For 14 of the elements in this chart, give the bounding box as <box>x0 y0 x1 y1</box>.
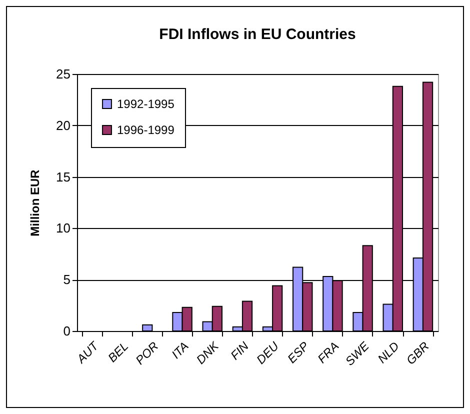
legend-label: 1996-1999 <box>117 123 175 137</box>
x-tick-label: BEL <box>105 339 132 366</box>
y-tick-label: 10 <box>56 220 70 236</box>
bar <box>142 324 153 332</box>
legend-label: 1992-1995 <box>117 97 175 111</box>
x-tick-label: ITA <box>168 339 192 362</box>
y-tick-label: 25 <box>56 66 70 82</box>
y-tick-label: 20 <box>56 118 70 133</box>
y-axis-title: Million EUR <box>28 169 42 236</box>
y-tick-label: 15 <box>56 169 70 184</box>
chart-title: FDI Inflows in EU Countries <box>159 26 356 43</box>
x-tick-label: FIN <box>228 338 252 363</box>
y-tick-label: 5 <box>63 272 70 288</box>
y-tick-label: 0 <box>63 324 70 338</box>
